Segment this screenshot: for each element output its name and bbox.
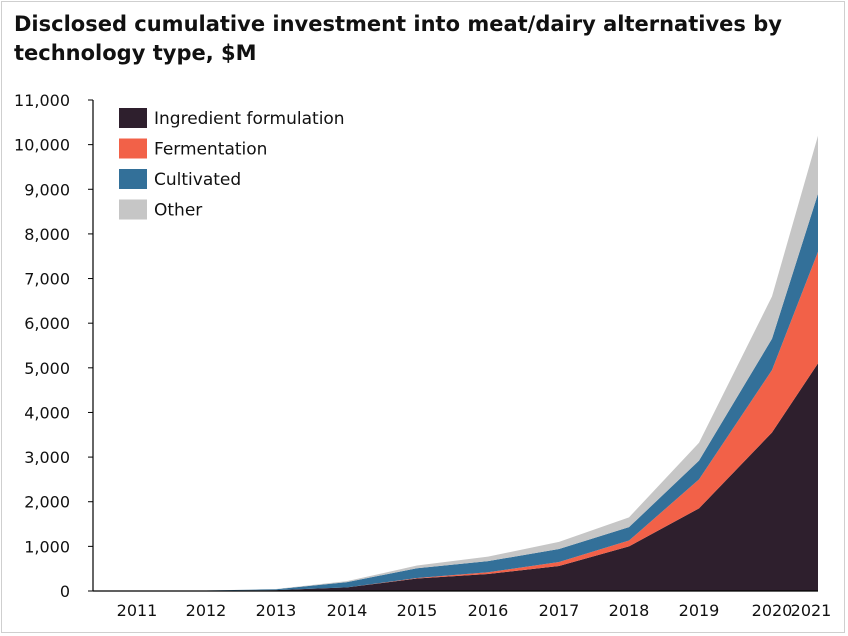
x-tick-label: 2019 xyxy=(679,601,720,620)
x-tick-label: 2018 xyxy=(609,601,650,620)
y-tick-label: 9,000 xyxy=(24,180,70,199)
y-tick-label: 5,000 xyxy=(24,359,70,378)
area-series-group xyxy=(93,135,818,591)
y-tick-label: 8,000 xyxy=(24,225,70,244)
x-tick-label: 2017 xyxy=(539,601,580,620)
x-tick-label: 2013 xyxy=(256,601,297,620)
y-tick-label: 11,000 xyxy=(14,91,70,110)
y-tick-label: 4,000 xyxy=(24,403,70,422)
x-tick-label: 2011 xyxy=(117,601,158,620)
y-tick-label: 6,000 xyxy=(24,314,70,333)
y-tick-label: 1,000 xyxy=(24,537,70,556)
legend-label: Other xyxy=(154,201,202,221)
y-tick-label: 7,000 xyxy=(24,270,70,289)
legend-swatch-ingredient-formulation xyxy=(119,108,147,128)
legend-label: Cultivated xyxy=(154,170,241,190)
legend-label: Fermentation xyxy=(154,140,267,160)
legend: Ingredient formulation Fermentation Cultiv… xyxy=(119,108,345,221)
x-tick-label: 2021 xyxy=(791,601,832,620)
axes-group: 0 1,000 2,000 3,000 4,000 5,000 6,000 7,000 8,00… xyxy=(14,91,831,620)
legend-label: Ingredient formulation xyxy=(154,109,345,129)
y-tick-label: 3,000 xyxy=(24,448,70,467)
x-tick-label: 2016 xyxy=(468,601,509,620)
y-tick-label: 0 xyxy=(60,582,70,601)
y-tick-label: 10,000 xyxy=(14,136,70,155)
legend-swatch-cultivated xyxy=(119,169,147,189)
legend-swatch-other xyxy=(119,199,147,220)
area-series-ingredient-formulation xyxy=(93,363,818,591)
x-tick-label: 2015 xyxy=(397,601,438,620)
y-tick-label: 2,000 xyxy=(24,493,70,512)
x-tick-label: 2014 xyxy=(327,601,368,620)
chart-title: Disclosed cumulative investment into mea… xyxy=(14,12,782,65)
x-tick-label: 2012 xyxy=(186,601,227,620)
x-tick-label: 2020 xyxy=(752,601,793,620)
legend-swatch-fermentation xyxy=(119,138,147,159)
